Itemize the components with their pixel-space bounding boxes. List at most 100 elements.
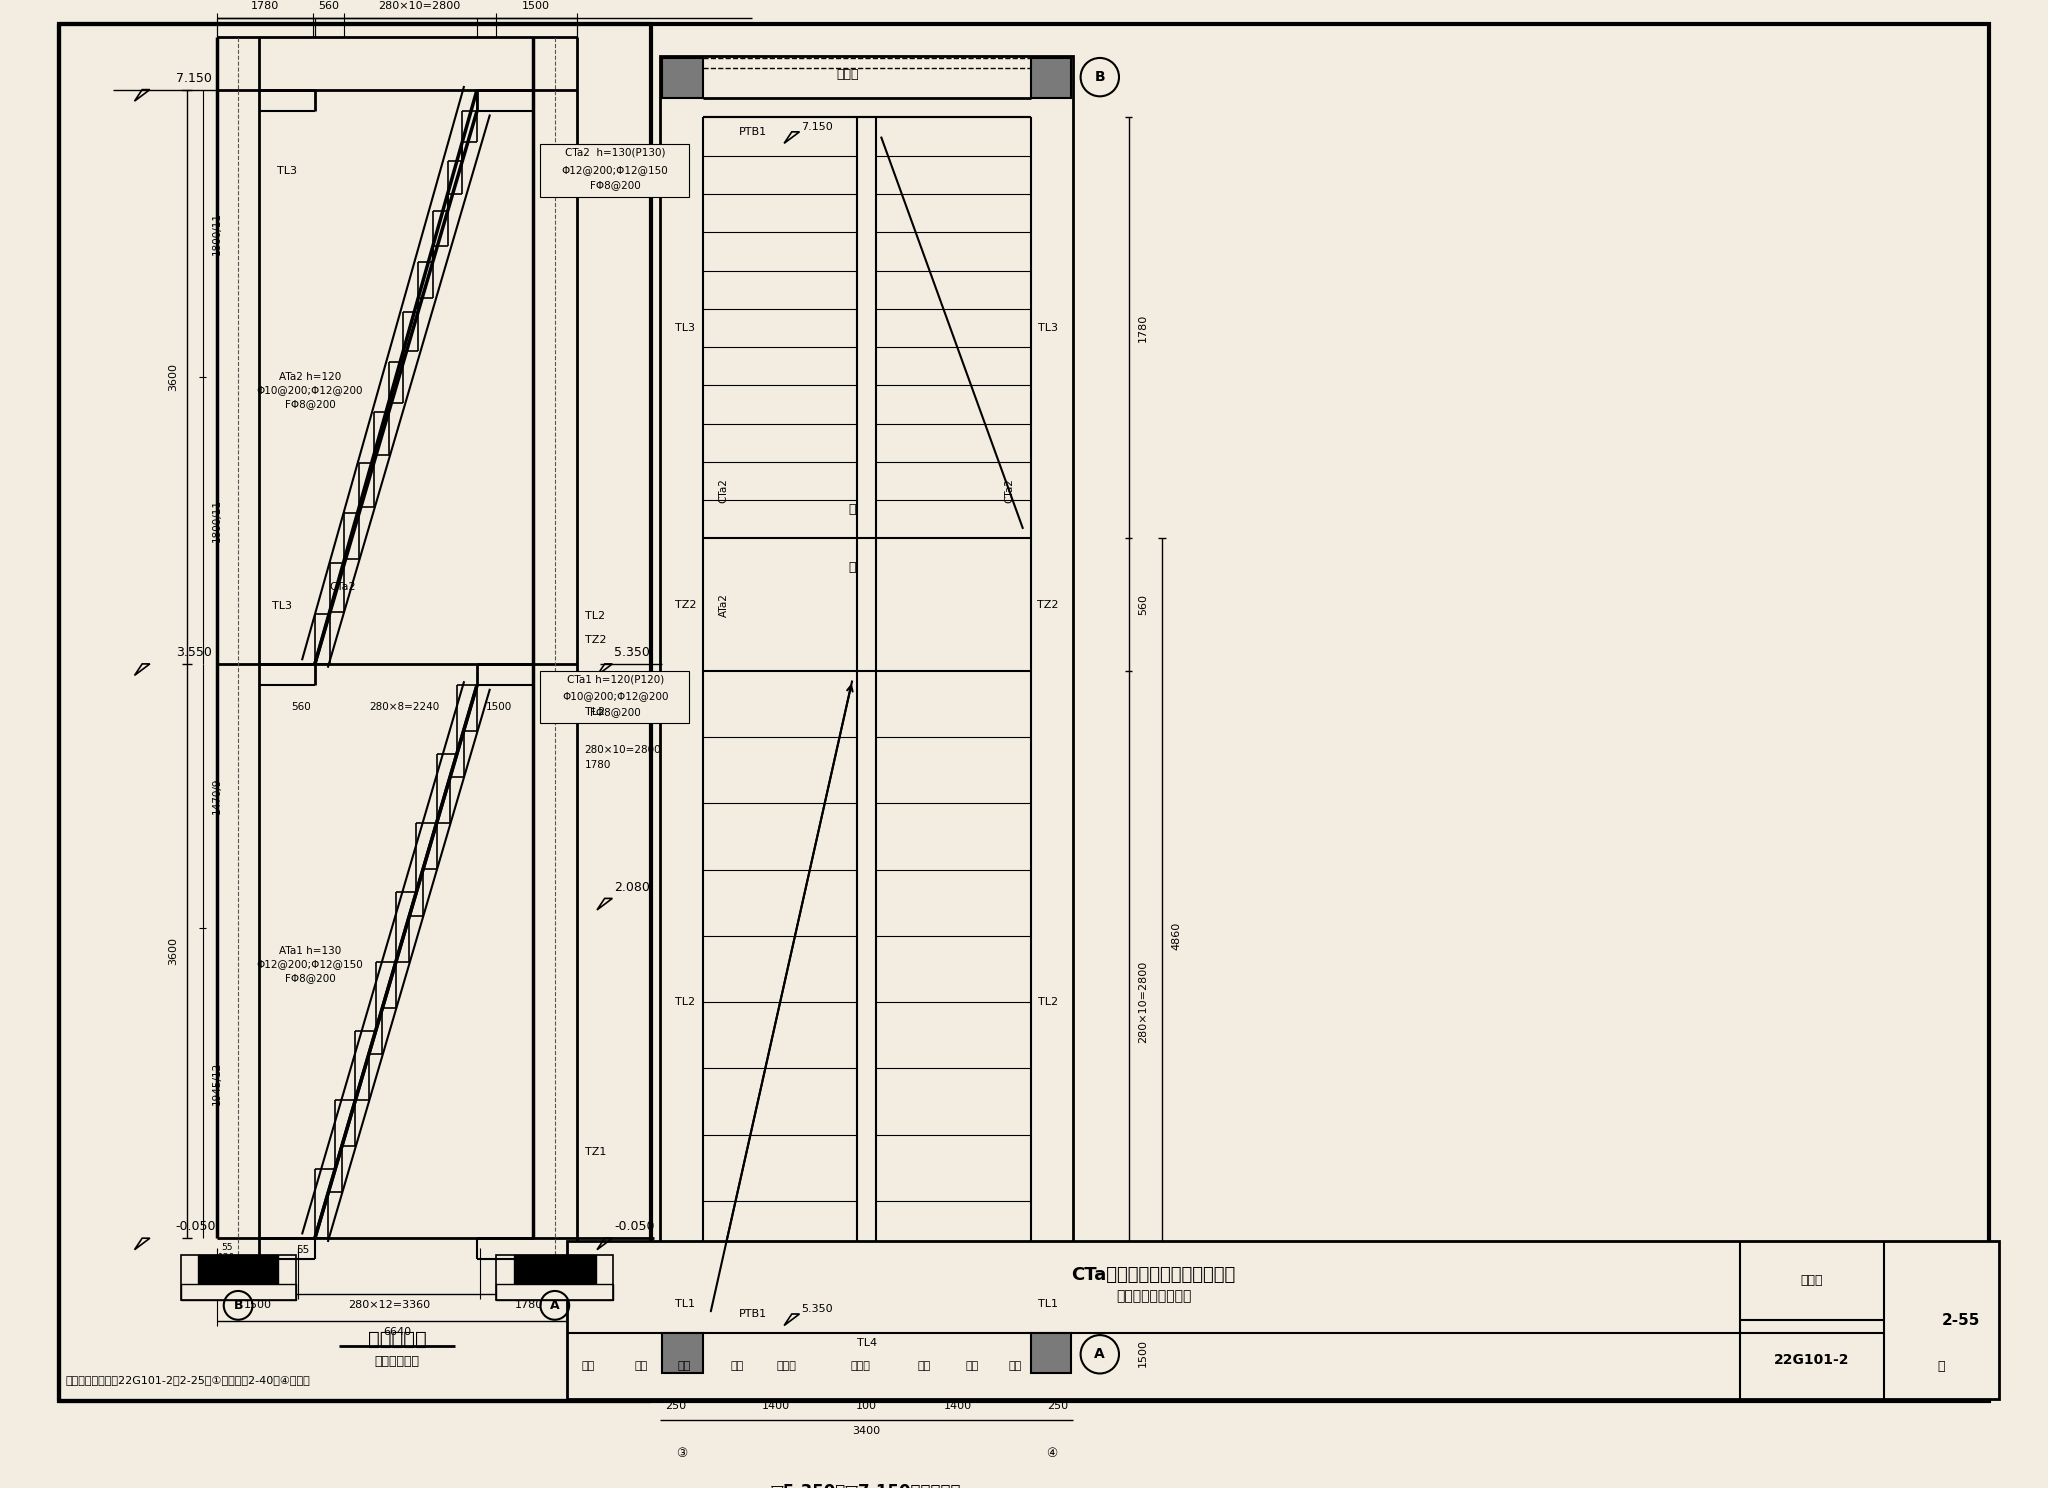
Bar [180,1284,295,1299]
Text: 560: 560 [291,702,311,713]
Text: FΦ8@200: FΦ8@200 [285,973,336,984]
Text: 注：滑动支座采用22G101-2第2-25页①节点及第2-40页④节点。: 注：滑动支座采用22G101-2第2-25页①节点及第2-40页④节点。 [66,1375,309,1385]
Text: TL2: TL2 [584,612,604,620]
Text: TL3: TL3 [272,601,291,612]
Bar [496,1256,612,1299]
Text: 李波: 李波 [965,1362,979,1370]
Bar [1030,58,1071,98]
Text: Φ10@200;Φ12@200: Φ10@200;Φ12@200 [256,385,362,396]
Text: 任满寿: 任满寿 [850,1362,870,1370]
Text: 1500: 1500 [522,1,551,10]
Text: 校对: 校对 [731,1362,743,1370]
Text: TL2: TL2 [676,997,696,1007]
Text: -0.050: -0.050 [176,1220,217,1234]
Bar [541,671,688,723]
Text: 1500: 1500 [485,702,512,713]
Text: 审核: 审核 [582,1362,594,1370]
Text: 280×8=2240: 280×8=2240 [369,702,440,713]
Bar [180,1256,295,1299]
Text: TZ2: TZ2 [674,600,696,610]
Text: ATa2: ATa2 [719,592,729,616]
Text: 1780: 1780 [1139,314,1149,342]
Text: ATa2 h=120: ATa2 h=120 [279,372,342,382]
Text: 6640: 6640 [383,1327,412,1338]
Text: 7.150: 7.150 [801,122,834,132]
Text: Φ12@200;Φ12@150: Φ12@200;Φ12@150 [256,960,362,970]
Bar [662,1333,702,1373]
Bar [659,57,1073,1375]
Text: TL4: TL4 [856,1338,877,1348]
Text: TL2: TL2 [1038,997,1059,1007]
Text: 250: 250 [666,1402,686,1411]
Text: （平面图及剪面图）: （平面图及剪面图） [1116,1290,1192,1303]
Text: CTa2  h=130(P130): CTa2 h=130(P130) [565,147,666,158]
Text: 1780: 1780 [584,760,610,769]
Text: 4860: 4860 [1171,921,1182,949]
Text: 1945/12: 1945/12 [213,1061,223,1104]
Text: 280×12=3360: 280×12=3360 [348,1301,430,1311]
Text: 55: 55 [297,1244,309,1254]
Text: TL1: TL1 [676,1299,694,1309]
Text: TL2: TL2 [584,707,604,717]
Text: ▽5.350～▽7.150楼梯平面图: ▽5.350～▽7.150楼梯平面图 [772,1482,963,1488]
Text: 280×10=2800: 280×10=2800 [584,745,662,756]
Text: 3600: 3600 [168,363,178,391]
Text: CTa型楼梯施工图剪面注写示例: CTa型楼梯施工图剪面注写示例 [1071,1266,1235,1284]
Text: 1470/9: 1470/9 [213,778,223,814]
Text: 1500: 1500 [244,1301,272,1311]
Text: B: B [233,1299,244,1312]
Text: 280×10=2800: 280×10=2800 [1139,961,1149,1043]
Text: Φ10@200;Φ12@200: Φ10@200;Φ12@200 [561,692,668,701]
Text: B: B [1094,70,1106,85]
Text: TL3: TL3 [1038,323,1059,333]
Text: ④: ④ [1047,1446,1057,1460]
Text: A: A [1094,1347,1106,1362]
Text: 3.550: 3.550 [176,646,211,659]
Bar [496,1284,612,1299]
Text: 1400: 1400 [944,1402,971,1411]
Text: CTa2: CTa2 [1006,478,1014,503]
Text: ATa1 h=130: ATa1 h=130 [279,946,342,957]
Text: 5.350: 5.350 [801,1303,834,1314]
Text: 1500: 1500 [1139,1339,1149,1367]
Text: 页: 页 [1937,1360,1946,1372]
Text: 张欣: 张欣 [1010,1362,1022,1370]
Bar [662,58,702,98]
Text: PTB1: PTB1 [739,126,768,137]
Text: 5.350: 5.350 [614,646,649,659]
Text: 设计: 设计 [918,1362,930,1370]
Text: 1780: 1780 [514,1301,543,1311]
Text: 130: 130 [217,1253,236,1262]
Text: TZ2: TZ2 [1036,600,1059,610]
Text: 1800/11: 1800/11 [213,211,223,254]
Text: 3400: 3400 [852,1426,881,1436]
Text: 280×10=2800: 280×10=2800 [379,1,461,10]
Text: 楼梯剪面图: 楼梯剪面图 [367,1329,426,1348]
Text: 2.080: 2.080 [614,881,649,894]
Text: Φ12@200;Φ12@150: Φ12@200;Φ12@150 [561,165,668,176]
Text: 张明: 张明 [635,1362,647,1370]
Text: 560: 560 [1139,594,1149,615]
Text: TL1: TL1 [1038,1299,1059,1309]
Text: 7.150: 7.150 [176,71,211,85]
Text: 1400: 1400 [762,1402,791,1411]
Text: 楼层棁: 楼层棁 [836,68,858,80]
Text: 上: 上 [848,503,856,516]
Text: TL3: TL3 [276,167,297,176]
Bar [567,1241,1999,1399]
Text: 22G101-2: 22G101-2 [1774,1353,1849,1367]
Text: 付国顾: 付国顾 [776,1362,797,1370]
Text: CTa1 h=120(P120): CTa1 h=120(P120) [567,674,664,684]
Text: 图集号: 图集号 [1800,1274,1823,1287]
Text: 下: 下 [848,561,856,574]
Text: TZ1: TZ1 [584,1147,606,1156]
Bar [541,144,688,196]
Text: -0.050: -0.050 [614,1220,655,1234]
Text: ③: ③ [676,1446,686,1460]
Text: FΦ8@200: FΦ8@200 [590,707,641,717]
Text: TL3: TL3 [676,323,694,333]
Bar [1030,1333,1071,1373]
Text: PTB1: PTB1 [739,1309,768,1318]
Text: TZ2: TZ2 [584,635,606,644]
Bar [514,1256,596,1284]
